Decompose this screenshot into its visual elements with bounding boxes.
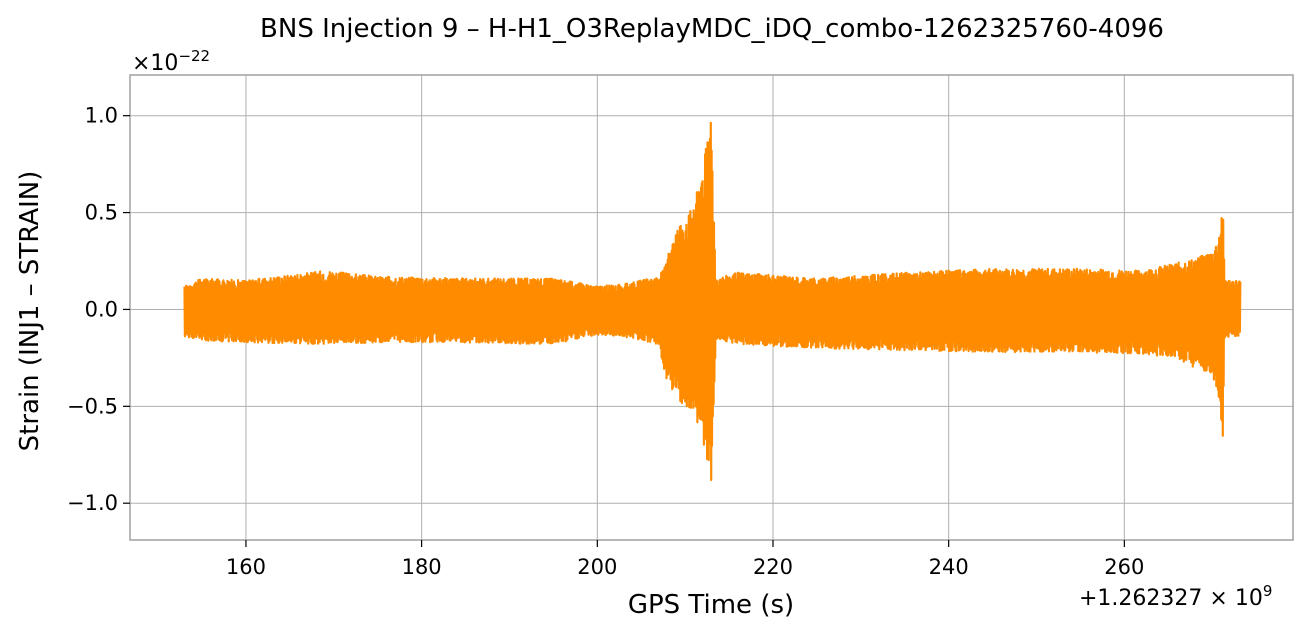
x-tick-label: 200 xyxy=(577,555,617,579)
series-layer xyxy=(183,121,1242,482)
y-tick-label: 1.0 xyxy=(85,104,118,128)
x-offset-exponent: 9 xyxy=(1263,582,1273,600)
x-tick-label: 260 xyxy=(1104,555,1144,579)
plot-frame xyxy=(129,74,1294,541)
y-axis-label: Strain (INJ1 – STRAIN) xyxy=(15,171,45,452)
y-tick-label: 0.5 xyxy=(85,201,118,225)
y-tick-label: 0.0 xyxy=(85,297,118,321)
x-tick-label: 180 xyxy=(402,555,442,579)
y-tick-label: −1.0 xyxy=(67,491,118,515)
x-tick-label: 240 xyxy=(929,555,969,579)
x-axis-label: GPS Time (s) xyxy=(628,590,794,620)
chart-title: BNS Injection 9 – H-H1_O3ReplayMDC_iDQ_c… xyxy=(260,14,1164,44)
x-tick-label: 220 xyxy=(753,555,793,579)
axis-ticks: 160 180 200 220 240 260 1.0 0.5 0.0 −0.5 −1.0 xyxy=(67,104,1144,579)
y-scale-exponent: −22 xyxy=(178,47,210,65)
y-scale-label: ×10−22 xyxy=(132,47,210,76)
x-offset-label: +1.262327 × 109 xyxy=(1079,582,1272,611)
strain-series-line xyxy=(183,121,1242,482)
y-tick-label: −0.5 xyxy=(67,394,118,418)
x-tick-label: 160 xyxy=(226,555,266,579)
